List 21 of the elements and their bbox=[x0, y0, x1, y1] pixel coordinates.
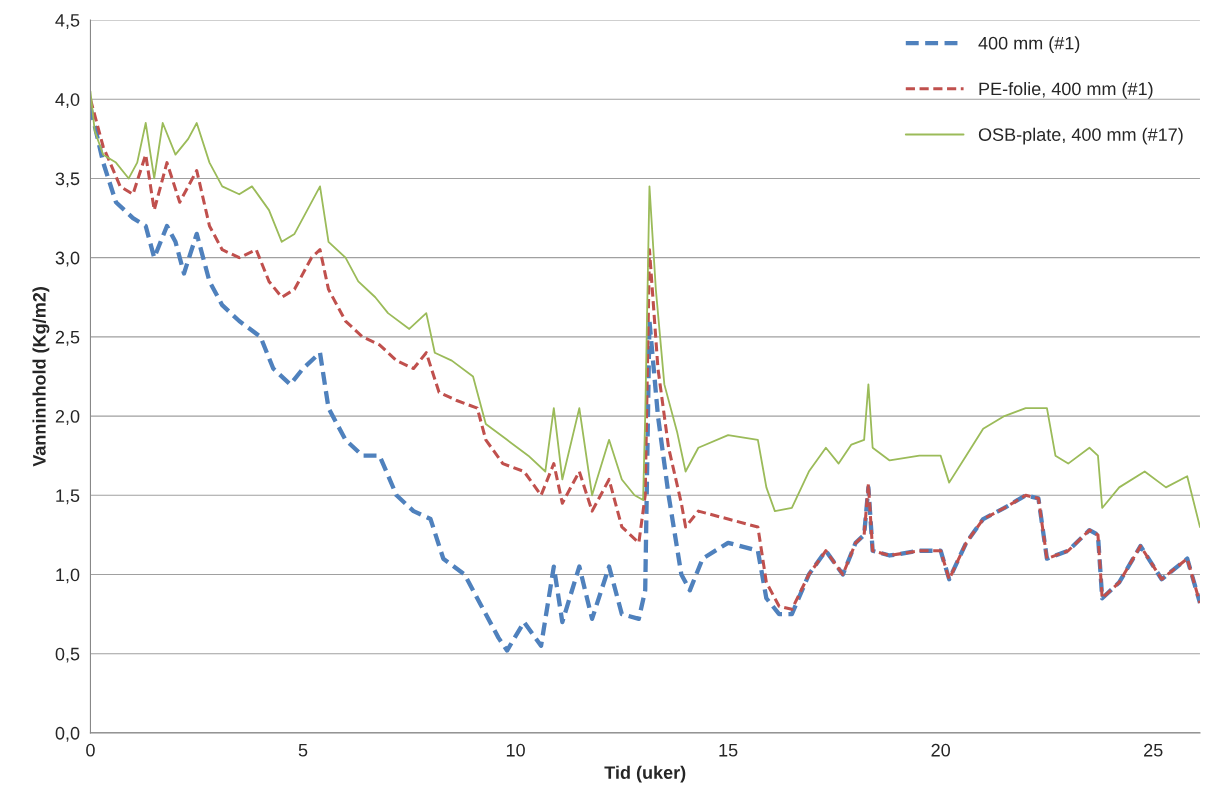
legend-label: PE-folie, 400 mm (#1) bbox=[979, 82, 1153, 99]
legend-label: OSB-plate, 400 mm (#17) bbox=[978, 127, 1183, 145]
x-axis-title: Tid (uker) bbox=[604, 765, 686, 783]
y-tick-label: 2,5 bbox=[55, 330, 80, 346]
x-tick-label: 25 bbox=[1144, 743, 1163, 757]
y-tick-label: 4,5 bbox=[55, 14, 80, 29]
y-tick-label: 4,0 bbox=[55, 93, 80, 109]
y-tick-label: 3,5 bbox=[55, 172, 80, 188]
y-tick-label: 3,0 bbox=[55, 251, 80, 267]
y-tick-label: 1,0 bbox=[56, 568, 80, 584]
y-tick-label: 0,5 bbox=[55, 647, 80, 663]
legend-label: 400 mm (#1) bbox=[978, 36, 1080, 54]
y-tick-label: 2,0 bbox=[55, 410, 80, 425]
x-tick-label: 5 bbox=[298, 743, 308, 757]
y-tick-label: 0,0 bbox=[55, 726, 80, 742]
x-tick-label: 20 bbox=[931, 743, 950, 757]
x-tick-label: 0 bbox=[86, 743, 95, 757]
x-tick-label: 10 bbox=[506, 743, 525, 757]
y-tick-label: 1,5 bbox=[56, 489, 80, 505]
x-tick-label: 15 bbox=[719, 743, 738, 757]
y-axis-title: Vanninnhold (Kg/m2) bbox=[32, 287, 50, 467]
